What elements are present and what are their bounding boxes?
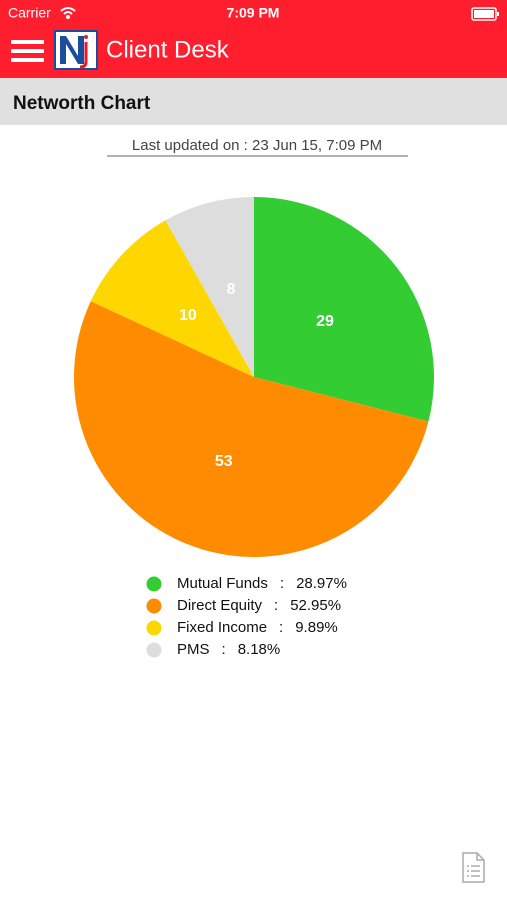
legend-separator: : xyxy=(222,641,226,658)
carrier: Carrier xyxy=(8,5,51,21)
section-bar xyxy=(0,78,507,125)
legend-name: Mutual Funds xyxy=(177,575,268,592)
legend-name: Direct Equity xyxy=(177,597,263,614)
logo xyxy=(54,30,98,70)
slice-label: 29 xyxy=(316,313,334,330)
app-title: Client Desk xyxy=(106,36,230,63)
pie-slice xyxy=(254,197,434,422)
legend-value: 28.97% xyxy=(296,575,347,592)
legend-value: 9.89% xyxy=(295,619,338,636)
clock: 7:09 PM xyxy=(227,5,280,21)
legend-separator: : xyxy=(280,575,284,592)
legend-swatch xyxy=(146,598,162,614)
legend-swatch xyxy=(146,642,162,658)
legend-name: Fixed Income xyxy=(177,619,267,636)
section-title: Networth Chart xyxy=(13,93,151,114)
pie-slice xyxy=(165,197,254,377)
legend-swatch xyxy=(146,576,162,592)
legend-entry: Fixed Income:9.89% xyxy=(177,619,338,636)
legend-swatch xyxy=(146,620,162,636)
slice-label: 10 xyxy=(179,307,197,324)
legend-separator: : xyxy=(279,619,283,636)
menu-button[interactable] xyxy=(11,40,44,62)
legend-entry: Direct Equity:52.95% xyxy=(177,597,341,614)
legend-separator: : xyxy=(274,597,278,614)
legend-value: 8.18% xyxy=(238,641,281,658)
last-updated: Last updated on : 23 Jun 15, 7:09 PM xyxy=(132,137,382,154)
pie-chart: 29 53 10 8 xyxy=(74,197,434,557)
legend-entry: PMS:8.18% xyxy=(177,641,280,658)
battery-icon xyxy=(471,7,499,21)
slice-label: 8 xyxy=(227,281,236,298)
slice-label: 53 xyxy=(215,453,233,470)
legend-value: 52.95% xyxy=(290,597,341,614)
pie-slice xyxy=(74,301,429,557)
legend-name: PMS xyxy=(177,641,210,658)
report-button[interactable] xyxy=(462,852,485,883)
legend: Mutual Funds:28.97%Direct Equity:52.95%F… xyxy=(146,575,347,658)
pie-slice xyxy=(90,220,254,377)
wifi-icon xyxy=(60,7,76,19)
legend-entry: Mutual Funds:28.97% xyxy=(177,575,347,592)
